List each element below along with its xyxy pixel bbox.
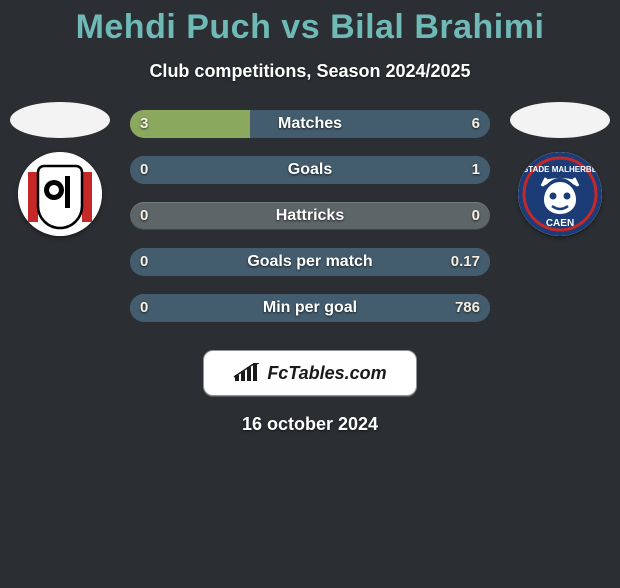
stat-value-left: 0 bbox=[140, 202, 148, 230]
stat-value-right: 0.17 bbox=[451, 248, 480, 276]
stat-value-right: 0 bbox=[472, 202, 480, 230]
stat-fill-right bbox=[130, 248, 490, 276]
svg-text:CAEN: CAEN bbox=[546, 218, 574, 229]
comparison-card: Mehdi Puch vs Bilal Brahimi Club competi… bbox=[0, 8, 620, 588]
fctables-logo: FcTables.com bbox=[203, 350, 417, 396]
stat-bar: 0786Min per goal bbox=[130, 294, 490, 322]
stat-fill-right bbox=[130, 294, 490, 322]
player-right-club-badge-icon: STADE MALHERBE CAEN bbox=[518, 152, 602, 236]
stat-fill-right bbox=[250, 110, 490, 138]
logo-text: FcTables.com bbox=[267, 363, 386, 384]
stat-label: Hattricks bbox=[130, 202, 490, 230]
stat-value-right: 786 bbox=[455, 294, 480, 322]
player-left-silhouette-icon bbox=[10, 102, 110, 138]
stat-bars: 36Matches01Goals00Hattricks00.17Goals pe… bbox=[130, 110, 490, 322]
stat-fill-right bbox=[130, 156, 490, 184]
player-left bbox=[0, 102, 120, 236]
stat-value-left: 0 bbox=[140, 294, 148, 322]
subtitle: Club competitions, Season 2024/2025 bbox=[0, 61, 620, 82]
content-region: STADE MALHERBE CAEN 36Matches01Goals00Ha… bbox=[0, 110, 620, 435]
snapshot-date: 16 october 2024 bbox=[0, 414, 620, 435]
page-title: Mehdi Puch vs Bilal Brahimi bbox=[0, 8, 620, 47]
chart-bars-icon bbox=[233, 363, 261, 383]
player-right-silhouette-icon bbox=[510, 102, 610, 138]
stat-bar: 0 0Hattricks bbox=[130, 202, 490, 230]
player-right: STADE MALHERBE CAEN bbox=[500, 102, 620, 236]
player-left-club-badge-icon bbox=[18, 152, 102, 236]
stat-value-left: 0 bbox=[140, 248, 148, 276]
stat-value-left: 3 bbox=[140, 110, 148, 138]
stat-bar: 01Goals bbox=[130, 156, 490, 184]
stat-bar: 36Matches bbox=[130, 110, 490, 138]
stat-value-right: 1 bbox=[472, 156, 480, 184]
svg-text:STADE MALHERBE: STADE MALHERBE bbox=[523, 165, 598, 174]
stat-value-right: 6 bbox=[472, 110, 480, 138]
stat-bar: 00.17Goals per match bbox=[130, 248, 490, 276]
stat-value-left: 0 bbox=[140, 156, 148, 184]
